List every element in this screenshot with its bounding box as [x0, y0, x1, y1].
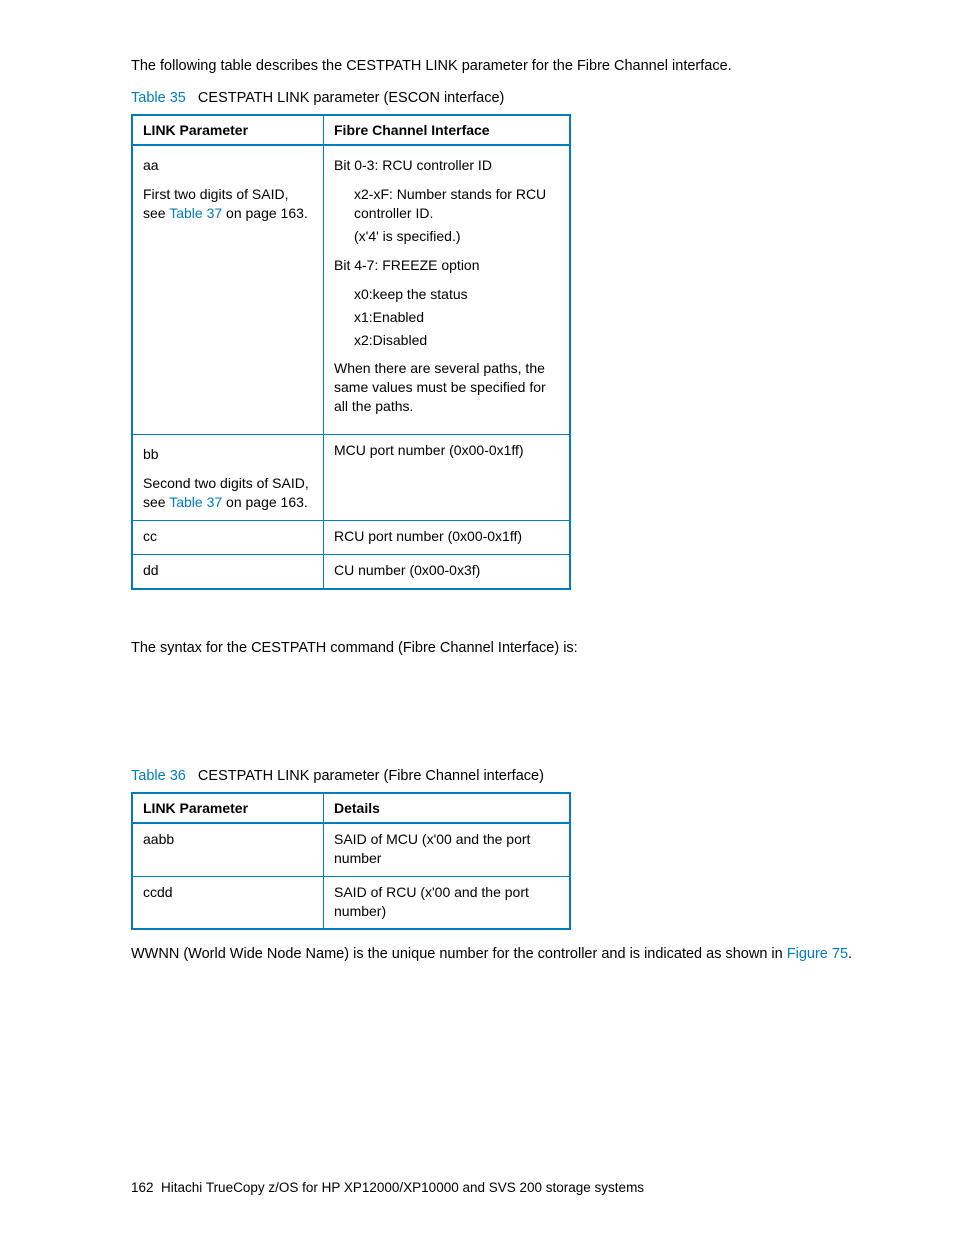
table-35-aa-param: aa First two digits of SAID, see Table 3…: [132, 145, 324, 434]
page-footer: 162 Hitachi TrueCopy z/OS for HP XP12000…: [131, 1180, 644, 1195]
intro-paragraph: The following table describes the CESTPA…: [131, 56, 854, 76]
table-37-link[interactable]: Table 37: [169, 205, 222, 221]
x0: x0:keep the status: [334, 285, 559, 304]
table-35-cc-param: cc: [132, 520, 324, 554]
x1: x1:Enabled: [334, 308, 559, 327]
paths-note: When there are several paths, the same v…: [334, 359, 559, 416]
figure-75-link[interactable]: Figure 75: [787, 946, 848, 962]
table-36-header-1: LINK Parameter: [132, 793, 324, 823]
wwnn-text-post: .: [848, 946, 852, 962]
table-36-caption: Table 36 CESTPATH LINK parameter (Fibre …: [131, 768, 854, 784]
table-row: ccdd SAID of RCU (x'00 and the port numb…: [132, 876, 570, 929]
wwnn-text-pre: WWNN (World Wide Node Name) is the uniqu…: [131, 946, 787, 962]
table-35-aa-detail: Bit 0-3: RCU controller ID x2-xF: Number…: [324, 145, 571, 434]
table-35-bb-param: bb Second two digits of SAID, see Table …: [132, 435, 324, 521]
table-35-header-1: LINK Parameter: [132, 115, 324, 145]
bit-0-3: Bit 0-3: RCU controller ID: [334, 156, 559, 175]
table-35-label: Table 35: [131, 90, 186, 106]
table-36-caption-text: CESTPATH LINK parameter (Fibre Channel i…: [198, 768, 544, 784]
param-desc-post: on page 163.: [222, 205, 308, 221]
x4-spec: (x'4' is specified.): [334, 227, 559, 246]
table-35-header-2: Fibre Channel Interface: [324, 115, 571, 145]
syntax-paragraph: The syntax for the CESTPATH command (Fib…: [131, 638, 854, 658]
x2xf: x2-xF: Number stands for RCU controller …: [334, 185, 559, 223]
table-row: dd CU number (0x00-0x3f): [132, 554, 570, 588]
table-35: LINK Parameter Fibre Channel Interface a…: [131, 114, 571, 589]
bit-4-7: Bit 4-7: FREEZE option: [334, 256, 559, 275]
page-content: The following table describes the CESTPA…: [0, 0, 954, 1019]
table-35-dd-detail: CU number (0x00-0x3f): [324, 554, 571, 588]
footer-text: Hitachi TrueCopy z/OS for HP XP12000/XP1…: [161, 1180, 644, 1195]
param-code: bb: [143, 445, 313, 464]
param-desc-post: on page 163.: [222, 494, 308, 510]
table-36-ccdd-detail: SAID of RCU (x'00 and the port number): [324, 876, 571, 929]
table-row: bb Second two digits of SAID, see Table …: [132, 435, 570, 521]
table-36: LINK Parameter Details aabb SAID of MCU …: [131, 792, 571, 931]
table-row: aabb SAID of MCU (x'00 and the port numb…: [132, 823, 570, 876]
table-35-dd-param: dd: [132, 554, 324, 588]
table-35-caption-text: CESTPATH LINK parameter (ESCON interface…: [198, 90, 504, 106]
table-36-aabb-param: aabb: [132, 823, 324, 876]
table-36-header-2: Details: [324, 793, 571, 823]
table-row: LINK Parameter Details: [132, 793, 570, 823]
table-36-ccdd-param: ccdd: [132, 876, 324, 929]
wwnn-paragraph: WWNN (World Wide Node Name) is the uniqu…: [131, 944, 854, 964]
page-number: 162: [131, 1180, 154, 1195]
param-code: aa: [143, 156, 313, 175]
table-35-caption: Table 35 CESTPATH LINK parameter (ESCON …: [131, 90, 854, 106]
table-35-bb-detail: MCU port number (0x00-0x1ff): [324, 435, 571, 521]
table-row: aa First two digits of SAID, see Table 3…: [132, 145, 570, 434]
table-36-label: Table 36: [131, 768, 186, 784]
table-row: cc RCU port number (0x00-0x1ff): [132, 520, 570, 554]
table-37-link[interactable]: Table 37: [169, 494, 222, 510]
x2: x2:Disabled: [334, 331, 559, 350]
table-36-aabb-detail: SAID of MCU (x'00 and the port number: [324, 823, 571, 876]
table-row: LINK Parameter Fibre Channel Interface: [132, 115, 570, 145]
table-35-cc-detail: RCU port number (0x00-0x1ff): [324, 520, 571, 554]
